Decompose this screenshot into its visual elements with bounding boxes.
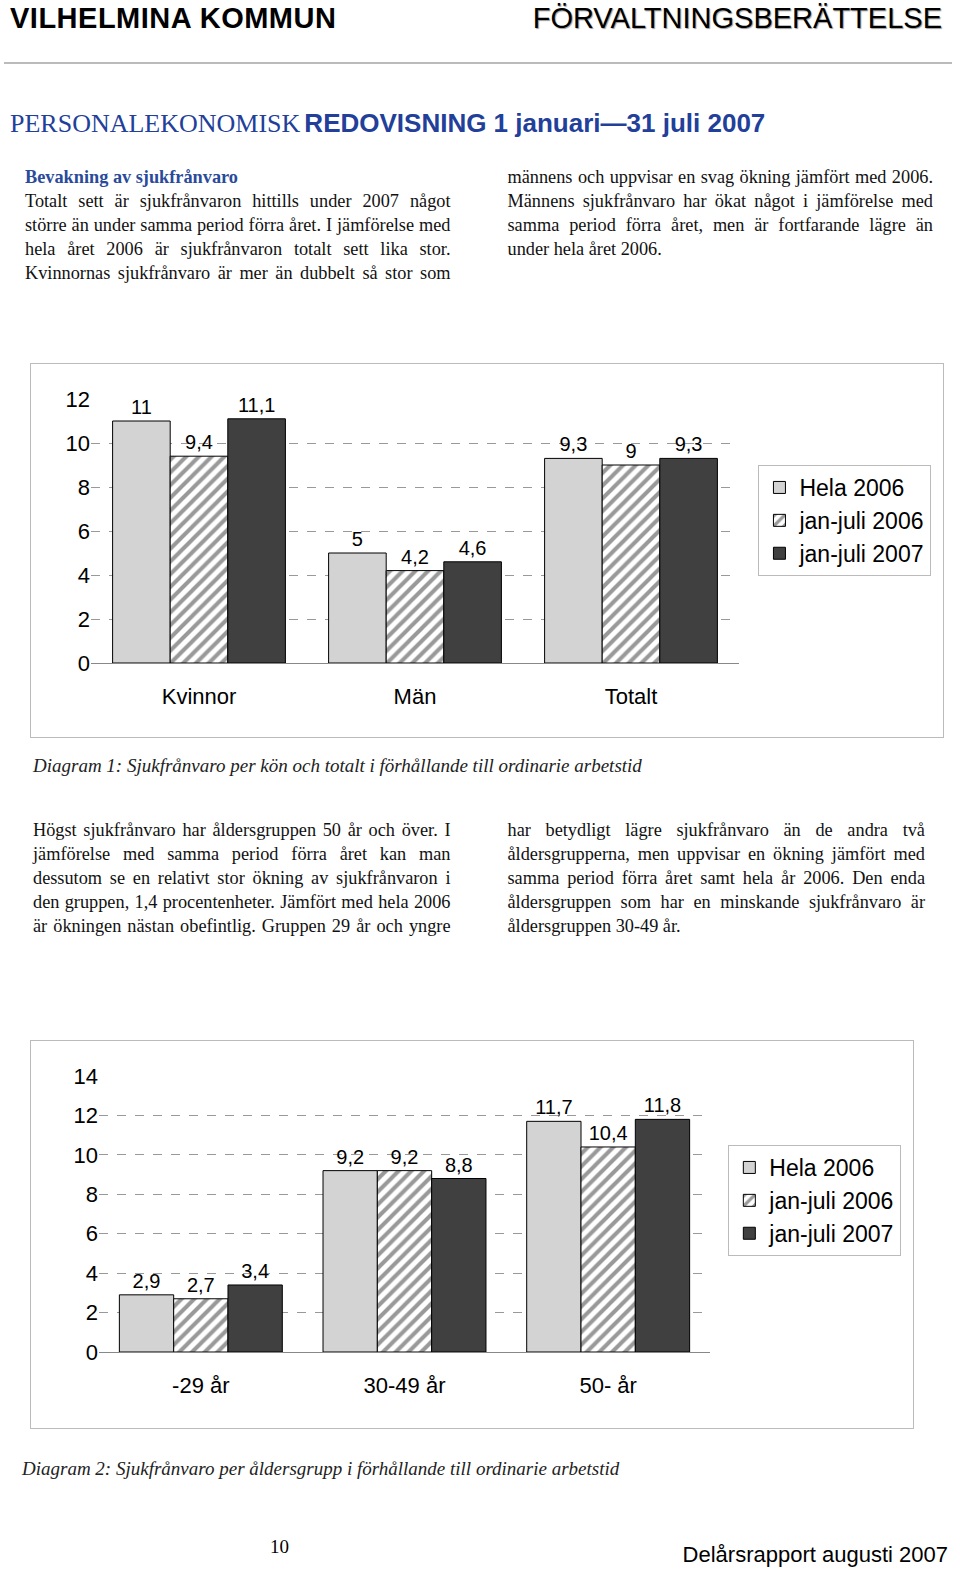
svg-text:4,2: 4,2 (401, 546, 429, 568)
svg-text:2,9: 2,9 (133, 1270, 161, 1292)
svg-text:0: 0 (78, 651, 90, 676)
svg-text:Hela 2006: Hela 2006 (769, 1155, 874, 1181)
svg-text:12: 12 (66, 387, 90, 412)
svg-text:9: 9 (625, 440, 636, 462)
svg-text:11,1: 11,1 (238, 394, 275, 416)
svg-text:9,2: 9,2 (391, 1146, 419, 1168)
svg-text:11: 11 (131, 396, 152, 418)
svg-text:6: 6 (78, 519, 90, 544)
svg-text:4: 4 (86, 1261, 98, 1286)
svg-text:8: 8 (78, 475, 90, 500)
svg-text:30-49 år: 30-49 år (364, 1373, 446, 1398)
svg-text:11,7: 11,7 (535, 1096, 572, 1118)
html-text:Diagram 2: Sjukfrånvaro per ål: Diagram 2: Sjukfrånvaro per åldersgrupp … (22, 1458, 620, 1479)
svg-text:Hela 2006: Hela 2006 (799, 475, 904, 501)
svg-text:8: 8 (86, 1182, 98, 1207)
html-text:Bevakning av sjukfrånvaro: Bevakning av sjukfrånvaro (25, 167, 238, 187)
svg-text:Totalt: Totalt (605, 684, 658, 709)
svg-text:Män: Män (394, 684, 437, 709)
svg-text:10: 10 (66, 431, 90, 456)
svg-text:14: 14 (74, 1064, 98, 1089)
html-text:FÖRVALTNINGSBERÄTTELSE: FÖRVALTNINGSBERÄTTELSE (532, 2, 942, 34)
html-text:10: 10 (270, 1536, 289, 1557)
svg-text:jan-juli 2007: jan-juli 2007 (798, 541, 923, 567)
svg-text:5: 5 (352, 528, 363, 550)
svg-text:Kvinnor: Kvinnor (162, 684, 237, 709)
svg-text:10,4: 10,4 (589, 1122, 628, 1144)
svg-text:2: 2 (86, 1300, 98, 1325)
svg-text:-29 år: -29 år (172, 1373, 229, 1398)
svg-text:9,2: 9,2 (336, 1146, 364, 1168)
svg-text:6: 6 (86, 1221, 98, 1246)
html-text:Delårsrapport augusti 2007: Delårsrapport augusti 2007 (682, 1542, 948, 1567)
svg-text:jan-juli 2007: jan-juli 2007 (768, 1221, 893, 1247)
svg-text:jan-juli 2006: jan-juli 2006 (798, 508, 923, 534)
svg-text:11,8: 11,8 (644, 1094, 681, 1116)
svg-text:12: 12 (74, 1103, 98, 1128)
svg-text:0: 0 (86, 1340, 98, 1365)
svg-text:4,6: 4,6 (459, 537, 487, 559)
html-text:Diagram 1: Sjukfrånvaro per kö: Diagram 1: Sjukfrånvaro per kön och tota… (33, 755, 642, 776)
html-text:VILHELMINA KOMMUN: VILHELMINA KOMMUN (10, 2, 337, 34)
html-text:PERSONALEKONOMISK REDOVISNING: PERSONALEKONOMISK REDOVISNING 1 januari—… (10, 108, 766, 138)
svg-text:10: 10 (74, 1143, 98, 1168)
svg-text:50- år: 50- år (579, 1373, 636, 1398)
svg-text:jan-juli 2006: jan-juli 2006 (768, 1188, 893, 1214)
html-text:Högst sjukfrånvaro har åldersg: Högst sjukfrånvaro har åldersgruppen 50 … (33, 820, 925, 936)
svg-text:2: 2 (78, 607, 90, 632)
svg-text:3,4: 3,4 (241, 1260, 269, 1282)
svg-text:9,3: 9,3 (559, 433, 587, 455)
svg-text:2,7: 2,7 (187, 1274, 215, 1296)
svg-text:9,4: 9,4 (185, 431, 213, 453)
svg-text:8,8: 8,8 (445, 1154, 473, 1176)
svg-text:9,3: 9,3 (675, 433, 703, 455)
html-text:Totalt sett är sjukfrånvaron h: Totalt sett är sjukfrånvaron hittills un… (25, 167, 933, 283)
svg-text:4: 4 (78, 563, 90, 588)
